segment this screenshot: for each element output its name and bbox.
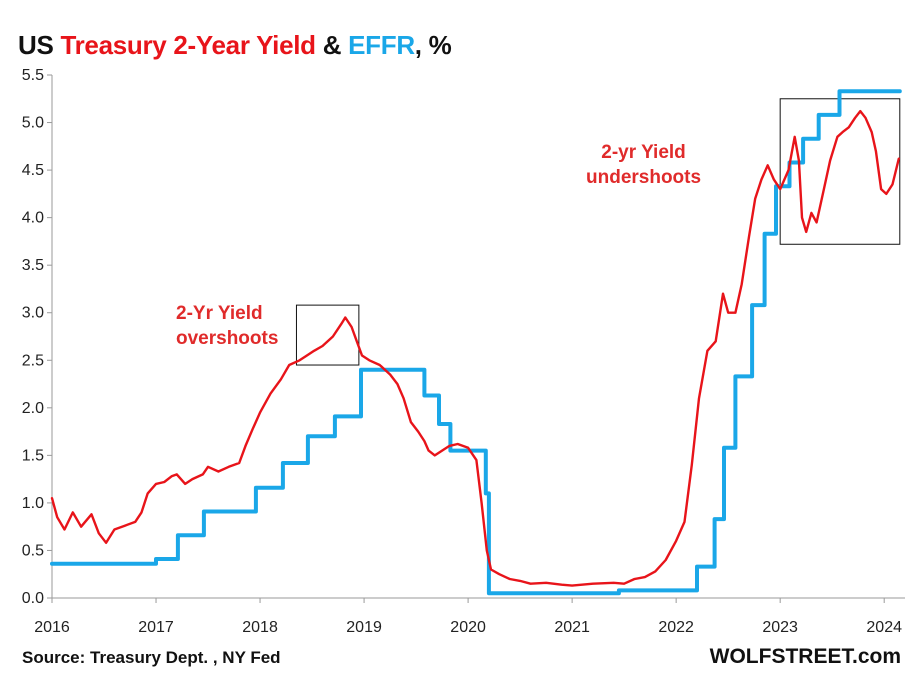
undershoot-annotation-line1: 2-yr Yield xyxy=(601,142,686,163)
brand-logo-text: WOLFSTREET.com xyxy=(709,645,901,668)
title-unit: , % xyxy=(414,30,452,60)
x-tick-label: 2024 xyxy=(866,619,902,636)
x-tick-label: 2020 xyxy=(450,619,486,636)
highlight-box-1 xyxy=(295,304,360,366)
overshoot-annotation-line2: overshoots xyxy=(176,328,279,349)
y-tick-label: 0.5 xyxy=(22,542,44,559)
chart-series xyxy=(50,89,902,596)
overshoot-annotation-line1: 2-Yr Yield xyxy=(176,303,263,324)
source-note: Source: Treasury Dept. , NY Fed xyxy=(22,648,281,667)
y-tick-label: 5.5 xyxy=(22,67,44,84)
x-tick-label: 2022 xyxy=(658,619,694,636)
title-ampersand: & xyxy=(315,30,349,60)
x-tick-label: 2019 xyxy=(346,619,382,636)
title-treasury-series: Treasury 2-Year Yield xyxy=(60,30,316,60)
y-tick-label: 0.0 xyxy=(22,590,44,607)
overshoot-annotation: 2-Yr Yield overshoots xyxy=(176,301,278,351)
title-effr-series: EFFR xyxy=(348,30,415,60)
x-tick-label: 2023 xyxy=(762,619,798,636)
undershoot-annotation-line2: undershoots xyxy=(586,167,702,188)
x-tick-label: 2018 xyxy=(242,619,278,636)
y-tick-label: 3.0 xyxy=(22,305,44,322)
y-tick-label: 2.0 xyxy=(22,400,44,417)
x-tick-label: 2017 xyxy=(138,619,174,636)
x-tick-label: 2016 xyxy=(34,619,70,636)
y-tick-label: 3.5 xyxy=(22,257,44,274)
x-tick-label: 2021 xyxy=(554,619,590,636)
y-tick-label: 1.5 xyxy=(22,447,44,464)
title-prefix: US xyxy=(18,30,61,60)
effr-line xyxy=(50,89,902,596)
y-tick-label: 1.0 xyxy=(22,495,44,512)
y-tick-label: 5.0 xyxy=(22,115,44,132)
undershoot-annotation: 2-yr Yield undershoots xyxy=(586,140,701,190)
treasury-2yr-line xyxy=(50,109,900,587)
highlight-box-2 xyxy=(779,98,901,245)
chart-axes: 0.0 0.5 1.0 1.5 2.0 2.5 3.0 3.5 4.0 4.5 5.0 5.5 2016… xyxy=(22,67,905,636)
y-tick-label: 4.5 xyxy=(22,162,44,179)
y-tick-label: 4.0 xyxy=(22,210,44,227)
y-tick-label: 2.5 xyxy=(22,352,44,369)
page-title: US Treasury 2-Year Yield & EFFR, % xyxy=(18,30,452,61)
